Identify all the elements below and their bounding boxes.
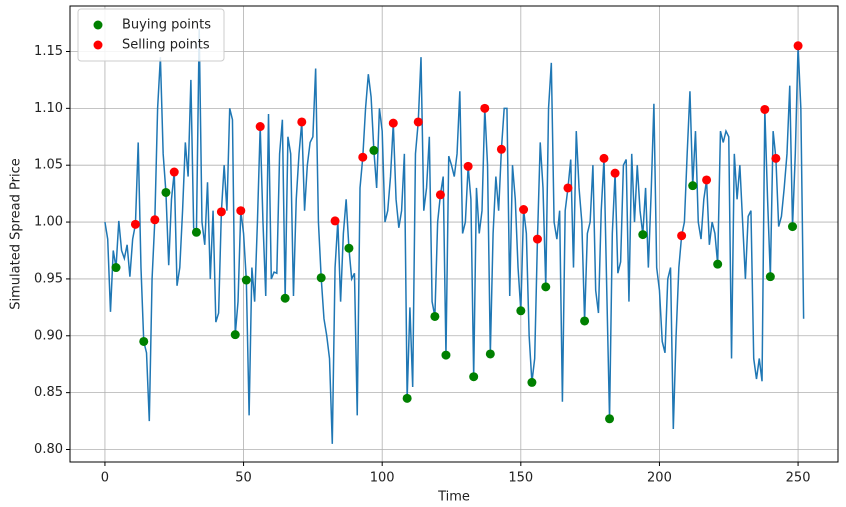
point <box>610 168 620 178</box>
point <box>139 336 149 346</box>
point <box>297 117 307 127</box>
y-tick-label: 0.90 <box>34 328 63 343</box>
point <box>760 104 770 114</box>
x-tick-label: 250 <box>786 471 811 486</box>
y-tick-label: 0.80 <box>34 442 63 457</box>
y-tick-label: 0.85 <box>34 385 63 400</box>
y-axis-label: Simulated Spread Price <box>9 158 24 309</box>
x-tick-label: 200 <box>647 471 672 486</box>
point <box>532 234 542 244</box>
y-tick-label: 1.15 <box>34 44 63 59</box>
legend-box <box>77 8 225 62</box>
point <box>541 282 551 292</box>
point <box>688 181 698 191</box>
point <box>230 330 240 340</box>
point <box>161 187 171 197</box>
point <box>330 216 340 226</box>
point <box>771 153 781 163</box>
point <box>280 293 290 303</box>
point <box>516 306 526 316</box>
point <box>413 117 423 127</box>
point <box>480 103 490 113</box>
x-tick-label: 50 <box>235 471 252 486</box>
point <box>216 207 226 217</box>
point <box>677 231 687 241</box>
point <box>191 227 201 237</box>
point <box>485 349 495 359</box>
price-line <box>104 28 805 444</box>
point <box>788 222 798 232</box>
point <box>402 393 412 403</box>
point <box>241 275 251 285</box>
y-tick-label: 1.05 <box>34 158 63 173</box>
point <box>580 316 590 326</box>
point <box>713 259 723 269</box>
x-tick-label: 0 <box>101 471 109 486</box>
legend-marker <box>93 20 103 30</box>
point <box>236 206 246 216</box>
point <box>599 153 609 163</box>
point <box>638 230 648 240</box>
point <box>435 190 445 200</box>
plot-frame <box>69 5 839 463</box>
point <box>527 377 537 387</box>
point <box>793 41 803 51</box>
x-tick-label: 100 <box>370 471 395 486</box>
point <box>255 122 265 132</box>
legend-label: Buying points <box>122 18 211 33</box>
point <box>316 273 326 283</box>
point <box>496 144 506 154</box>
x-axis-label: Time <box>437 490 470 505</box>
y-tick-label: 0.95 <box>34 271 63 286</box>
point <box>519 205 529 215</box>
point <box>358 152 368 162</box>
x-tick-label: 150 <box>508 471 533 486</box>
point <box>388 118 398 128</box>
legend-label: Selling points <box>122 38 210 53</box>
point <box>150 215 160 225</box>
legend-marker <box>93 40 103 50</box>
point <box>169 167 179 177</box>
point <box>463 161 473 171</box>
point <box>111 263 121 273</box>
point <box>441 350 451 360</box>
point <box>469 372 479 382</box>
y-tick-label: 1.10 <box>34 101 63 116</box>
point <box>344 243 354 253</box>
y-tick-label: 1.00 <box>34 215 63 230</box>
point <box>130 219 140 229</box>
point <box>605 414 615 424</box>
legend: Buying points Selling points <box>77 8 225 62</box>
point <box>430 311 440 321</box>
point <box>369 145 379 155</box>
point <box>765 272 775 282</box>
point <box>702 175 712 185</box>
point <box>563 183 573 193</box>
